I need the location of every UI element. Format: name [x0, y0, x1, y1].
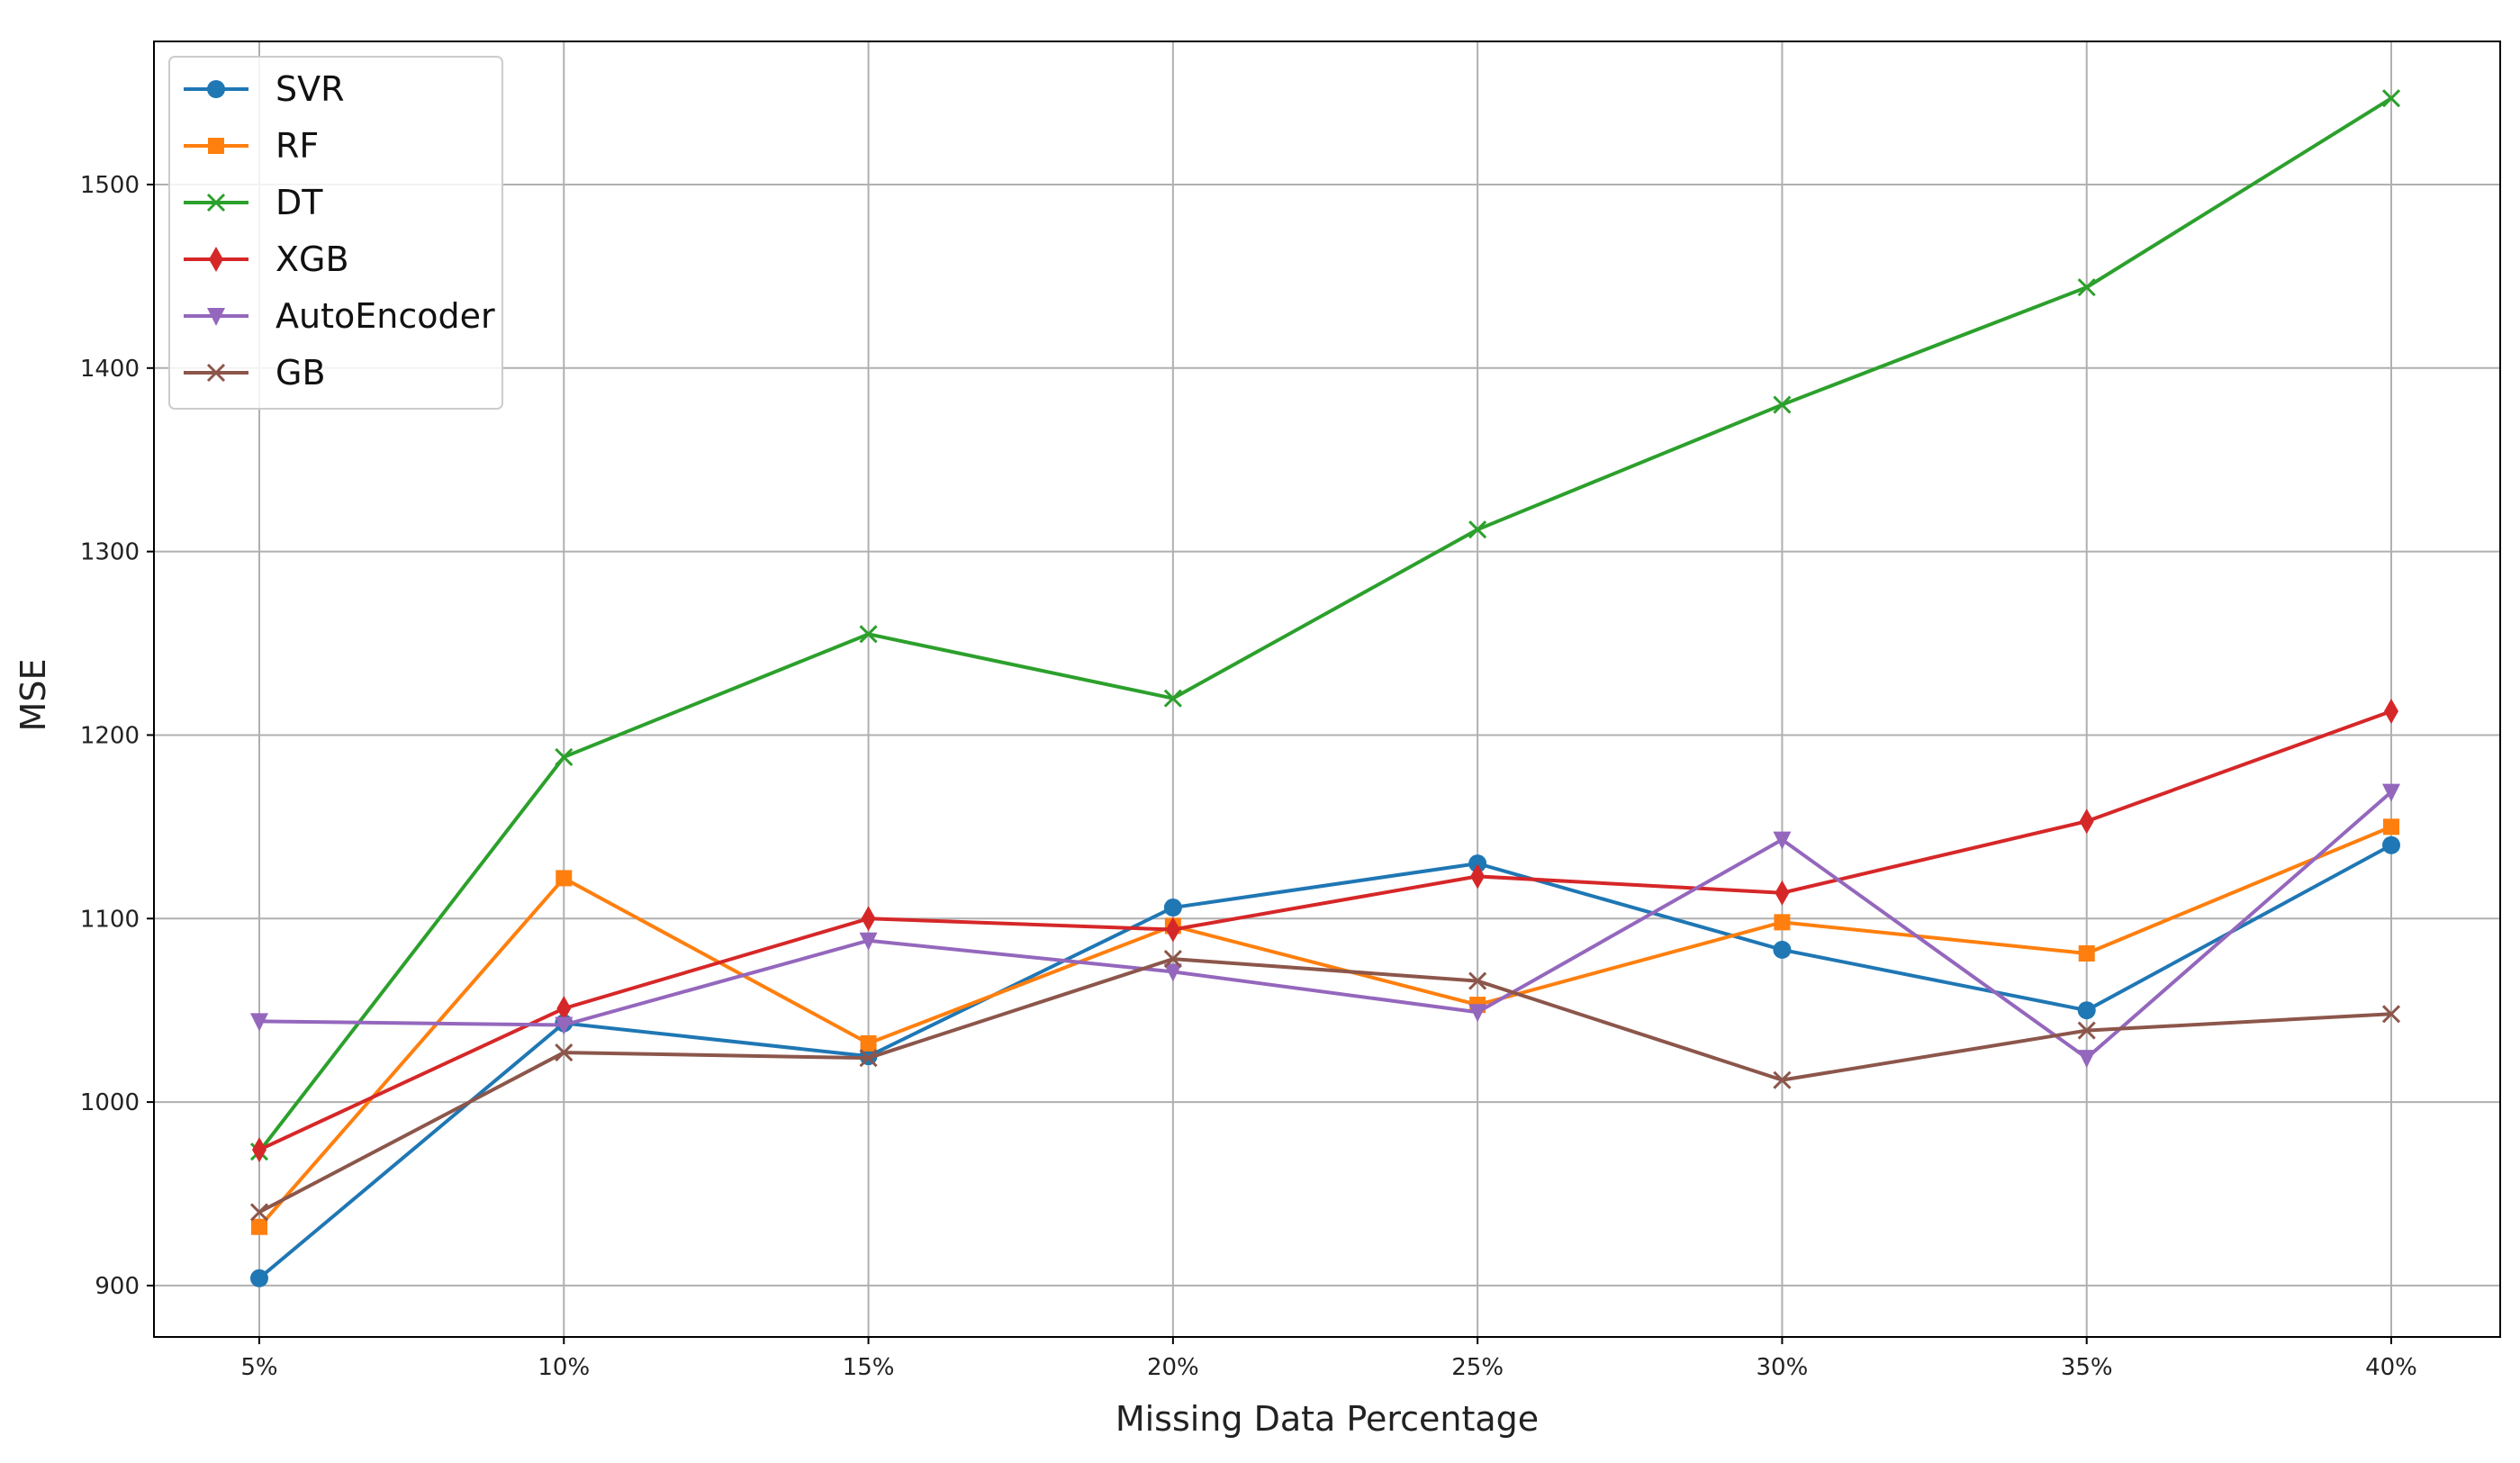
data-point-gb — [2077, 1021, 2096, 1040]
data-point-gb — [2381, 1005, 2401, 1024]
data-point-autoencoder — [2077, 1050, 2096, 1069]
series-group — [249, 89, 2401, 1287]
legend-item-svr: SVR — [184, 69, 345, 109]
data-point-rf — [555, 870, 573, 887]
data-point-dt — [555, 747, 574, 766]
x-tick-label: 20% — [1147, 1354, 1199, 1381]
series-autoencoder — [250, 783, 2400, 1069]
data-point-xgb — [861, 906, 876, 932]
data-point-svr — [250, 1269, 268, 1287]
y-tick-label: 1000 — [80, 1089, 140, 1116]
legend-marker-autoencoder — [207, 308, 225, 326]
data-point-autoencoder — [1773, 831, 1792, 850]
series-gb — [249, 950, 2401, 1222]
axis-ticks: 5% 10% 15% 20% 25% 30% 35% 40% 900 1000 1100 1200 13… — [80, 172, 2417, 1381]
data-point-svr — [1163, 899, 1182, 917]
series-line-gb — [258, 957, 2392, 1215]
data-point-dt — [1468, 520, 1487, 539]
data-point-gb — [859, 1049, 878, 1068]
y-tick-label: 1300 — [80, 539, 140, 566]
y-tick-label: 1500 — [80, 172, 140, 199]
legend-label-gb: GB — [275, 353, 326, 393]
data-point-svr — [2382, 835, 2400, 854]
x-tick-label: 35% — [2061, 1354, 2113, 1381]
data-point-gb — [249, 1203, 269, 1222]
data-point-rf — [1774, 914, 1791, 931]
data-point-autoencoder — [555, 1016, 574, 1035]
series-line-rf — [257, 825, 2392, 1229]
data-point-autoencoder — [1468, 1004, 1487, 1023]
legend-label-dt: DT — [275, 183, 323, 222]
data-point-dt — [2077, 278, 2096, 297]
legend-item-rf: RF — [184, 126, 319, 166]
data-point-rf — [2383, 818, 2399, 835]
data-point-xgb — [252, 1137, 266, 1163]
x-tick-label: 25% — [1451, 1354, 1504, 1381]
data-point-xgb — [1165, 917, 1180, 943]
x-tick-label: 40% — [2365, 1354, 2417, 1381]
y-tick-label: 1200 — [80, 722, 140, 749]
legend-item-gb: GB — [184, 353, 326, 393]
y-tick-label: 900 — [95, 1273, 140, 1300]
y-axis-label: MSE — [14, 659, 53, 732]
legend-marker-xgb — [209, 247, 223, 272]
data-point-rf — [2078, 945, 2095, 962]
series-svr — [250, 835, 2400, 1287]
legend-item-autoencoder: AutoEncoder — [184, 296, 495, 336]
legend-marker-rf — [208, 138, 224, 154]
x-axis-label: Missing Data Percentage — [1115, 1399, 1539, 1439]
legend-item-xgb: XGB — [184, 239, 349, 279]
data-point-autoencoder — [2382, 783, 2400, 802]
y-tick-label: 1400 — [80, 356, 140, 383]
legend-label-autoencoder: AutoEncoder — [275, 296, 495, 336]
data-point-svr — [1773, 940, 1792, 959]
data-point-dt — [2381, 89, 2401, 108]
series-line-xgb — [258, 709, 2392, 1151]
x-tick-label: 10% — [537, 1354, 590, 1381]
data-point-xgb — [2384, 698, 2398, 724]
data-point-autoencoder — [250, 1013, 268, 1032]
data-point-autoencoder — [859, 932, 878, 951]
data-point-gb — [1163, 950, 1182, 969]
legend-label-svr: SVR — [275, 69, 345, 109]
y-tick-label: 1100 — [80, 906, 140, 933]
legend: SVR RF DT XGB AutoEncoder GB — [168, 56, 503, 410]
legend-box — [168, 56, 503, 410]
legend-marker-svr — [207, 80, 225, 98]
x-tick-label: 15% — [843, 1354, 895, 1381]
data-point-gb — [1773, 1070, 1792, 1089]
legend-label-rf: RF — [275, 126, 319, 166]
series-line-autoencoder — [258, 790, 2393, 1061]
data-point-dt — [1163, 689, 1182, 708]
data-point-xgb — [1470, 863, 1486, 890]
x-tick-label: 5% — [240, 1354, 277, 1381]
data-point-xgb — [2079, 808, 2094, 835]
plot-frame — [153, 41, 2501, 1338]
data-point-rf — [251, 1218, 267, 1235]
data-point-autoencoder — [1163, 963, 1182, 982]
data-point-gb — [555, 1043, 574, 1062]
legend-marker-dt — [206, 193, 226, 212]
data-point-xgb — [556, 996, 572, 1022]
data-point-rf — [860, 1034, 877, 1052]
grid — [154, 41, 2500, 1337]
series-line-svr — [257, 843, 2392, 1280]
series-xgb — [252, 698, 2398, 1163]
legend-marker-gb — [206, 363, 226, 383]
data-point-dt — [859, 625, 878, 644]
data-point-xgb — [1775, 880, 1790, 906]
x-tick-label: 30% — [1757, 1354, 1809, 1381]
data-point-svr — [2077, 1001, 2096, 1020]
data-point-gb — [1468, 971, 1487, 990]
series-rf — [251, 818, 2399, 1235]
data-point-dt — [1773, 395, 1792, 414]
legend-label-xgb: XGB — [275, 239, 349, 279]
series-dt — [249, 89, 2401, 1161]
data-point-svr — [1468, 854, 1487, 873]
legend-item-dt: DT — [184, 183, 323, 222]
series-line-dt — [257, 96, 2393, 1153]
